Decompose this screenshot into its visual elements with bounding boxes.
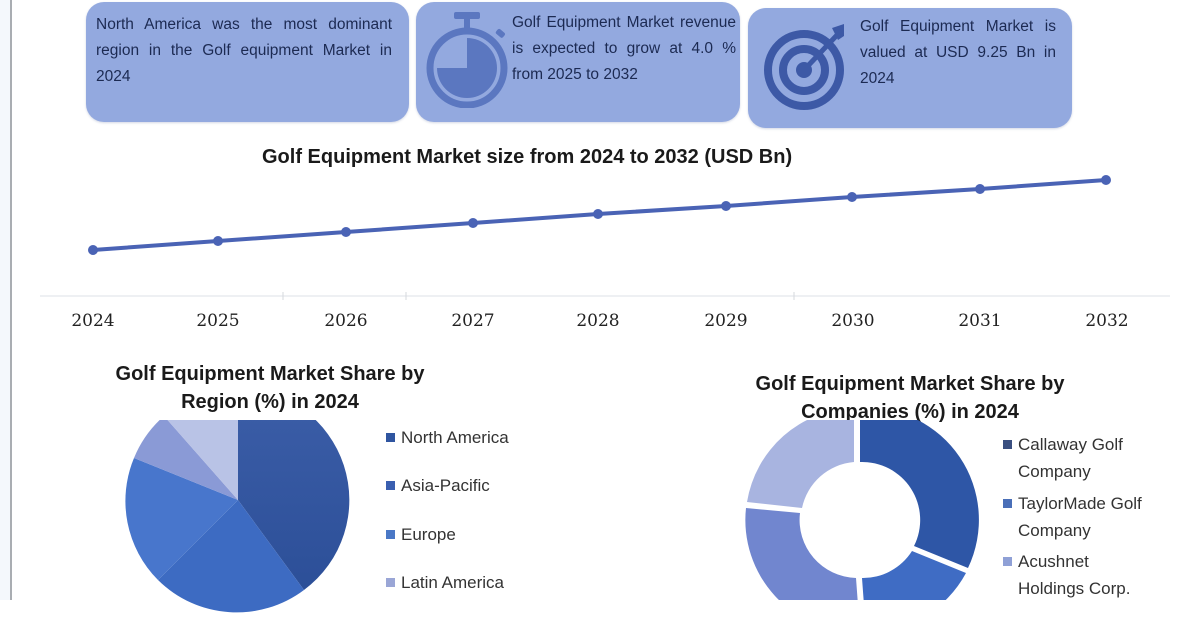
- pie-slice-europe: [125, 458, 238, 580]
- donut-slice-acushnet: [745, 508, 858, 600]
- x-axis-label-2025: 2025: [196, 311, 240, 331]
- donut-slice-callaway: [860, 420, 979, 568]
- x-axis-label-2031: 2031: [958, 311, 1002, 331]
- pie-slice-asia-pacific: [158, 500, 304, 613]
- legend-swatch-taylormade: [1003, 499, 1012, 508]
- legend-label: TaylorMade Golf Company: [1018, 490, 1142, 544]
- x-axis-label-2029: 2029: [704, 311, 748, 331]
- left-divider: [10, 0, 12, 600]
- legend-label: Europe: [401, 525, 456, 544]
- region-pie-title-line2: Region (%) in 2024: [181, 391, 359, 413]
- legend-swatch-asia-pacific: [386, 481, 395, 490]
- x-axis-label-2024: 2024: [71, 311, 115, 331]
- legend-label-line2: Company: [1018, 462, 1091, 481]
- callout-dominant-region: North America was the most dominant regi…: [86, 2, 409, 122]
- legend-europe: Europe: [386, 521, 456, 548]
- target-icon: [764, 24, 844, 110]
- x-axis-label-2026: 2026: [324, 311, 368, 331]
- legend-taylormade: TaylorMade Golf Company: [1003, 490, 1142, 544]
- pie-slice-latin-america: [134, 420, 238, 500]
- legend-label-line1: TaylorMade Golf: [1018, 494, 1142, 513]
- callout-market-value-text: Golf Equipment Market is valued at USD 9…: [860, 18, 1056, 87]
- company-donut-title-line2: Companies (%) in 2024: [801, 401, 1019, 423]
- pie-slice-north-america: [238, 420, 350, 590]
- legend-swatch-callaway: [1003, 440, 1012, 449]
- donut-slice-taylormade: [862, 551, 966, 600]
- legend-latin-america: Latin America: [386, 569, 504, 596]
- x-axis-label-2032: 2032: [1085, 311, 1129, 331]
- legend-swatch-latin-america: [386, 578, 395, 587]
- legend-label-line1: Acushnet: [1018, 552, 1089, 571]
- callout-growth-rate-text: Golf Equipment Market revenue is expecte…: [512, 14, 736, 83]
- legend-swatch-europe: [386, 530, 395, 539]
- legend-label: Callaway Golf Company: [1018, 431, 1123, 485]
- region-pie-title-line1: Golf Equipment Market Share by: [115, 363, 425, 385]
- left-pane: [0, 0, 10, 600]
- legend-asia-pacific: Asia-Pacific: [386, 472, 490, 499]
- region-pie-chart: [125, 420, 350, 613]
- legend-callaway: Callaway Golf Company: [1003, 431, 1123, 485]
- legend-label: Acushnet Holdings Corp.: [1018, 548, 1130, 602]
- line-chart-title: Golf Equipment Market size from 2024 to …: [262, 146, 793, 168]
- legend-swatch-north-america: [386, 433, 395, 442]
- legend-label: North America: [401, 428, 509, 447]
- company-donut-chart: [745, 420, 979, 600]
- region-pie-title: Golf Equipment Market Share by Region (%…: [80, 360, 460, 416]
- company-donut-title: Golf Equipment Market Share by Companies…: [730, 370, 1090, 426]
- legend-label: Latin America: [401, 573, 504, 592]
- legend-acushnet: Acushnet Holdings Corp.: [1003, 548, 1130, 602]
- callout-market-value: Golf Equipment Market is valued at USD 9…: [748, 8, 1072, 128]
- callout-growth-rate: Golf Equipment Market revenue is expecte…: [416, 2, 740, 122]
- legend-label-line2: Holdings Corp.: [1018, 579, 1131, 598]
- line-chart: [40, 175, 1170, 300]
- stopwatch-icon: [426, 12, 508, 108]
- callout-dominant-region-text: North America was the most dominant regi…: [96, 16, 392, 85]
- x-axis-label-2030: 2030: [831, 311, 875, 331]
- x-axis-label-2028: 2028: [576, 311, 620, 331]
- legend-swatch-acushnet: [1003, 557, 1012, 566]
- donut-slice-others: [747, 420, 854, 508]
- legend-label-line2: Company: [1018, 521, 1091, 540]
- legend-north-america: North America: [386, 424, 509, 451]
- x-axis-label-2027: 2027: [451, 311, 495, 331]
- legend-label: Asia-Pacific: [401, 476, 490, 495]
- company-donut-title-line1: Golf Equipment Market Share by: [755, 373, 1065, 395]
- legend-label-line1: Callaway Golf: [1018, 435, 1123, 454]
